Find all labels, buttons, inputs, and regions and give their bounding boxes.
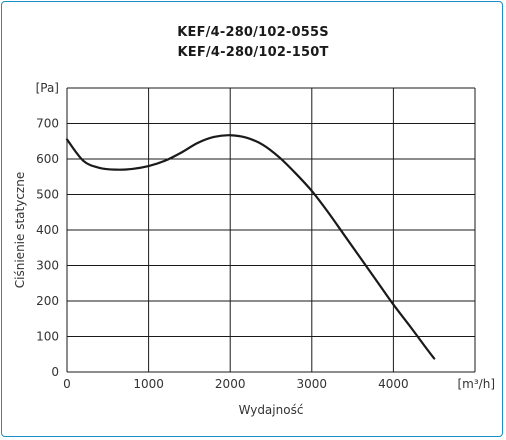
y-tick-label: 100 <box>36 330 59 344</box>
y-tick-label: 600 <box>36 152 59 166</box>
x-tick-label: 3000 <box>297 377 328 391</box>
y-tick-label: 500 <box>36 188 59 202</box>
x-axis-label: Wydajność <box>239 403 304 417</box>
chart-subtitle: KEF/4-280/102-150T <box>177 45 329 60</box>
series-line <box>65 134 436 360</box>
y-tick-label: 400 <box>36 223 59 237</box>
tick-labels: 0 1000 2000 3000 4000 0 100 200 300 400 500 600 700 <box>36 117 409 392</box>
y-tick-label: 200 <box>36 294 59 308</box>
x-tick-label: 0 <box>63 377 71 391</box>
y-axis-label: Ciśnienie statyczne <box>13 172 27 288</box>
grid-lines <box>66 87 476 373</box>
x-unit-label: [m³/h] <box>457 377 495 391</box>
y-tick-label: 0 <box>51 365 59 379</box>
x-tick-label: 2000 <box>215 377 246 391</box>
y-unit-label: [Pa] <box>36 81 59 95</box>
chart-title: KEF/4-280/102-055S <box>177 25 329 40</box>
x-tick-label: 4000 <box>378 377 409 391</box>
x-tick-label: 1000 <box>133 377 164 391</box>
y-tick-label: 700 <box>36 117 59 131</box>
y-tick-label: 300 <box>36 259 59 273</box>
